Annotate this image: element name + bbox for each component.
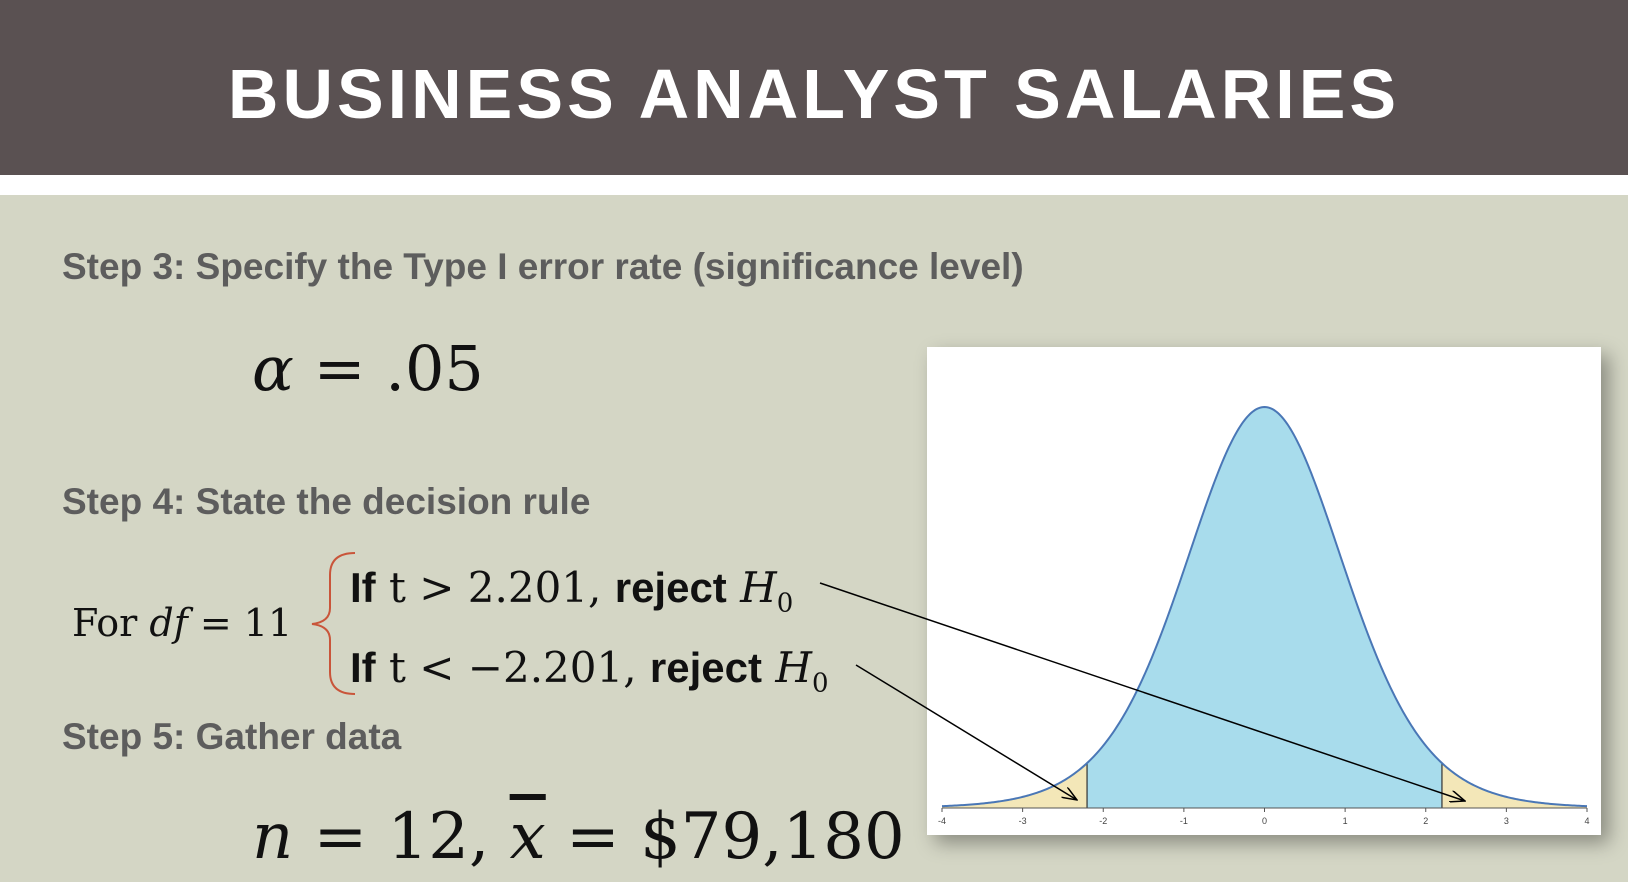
t-distribution-svg: -4 -3 -2 -1 0 1 2 3 4 — [938, 405, 1590, 826]
page-title: BUSINESS ANALYST SALARIES — [227, 54, 1401, 133]
n-variable: n — [252, 800, 294, 874]
decision-brace — [311, 552, 356, 695]
h-sub-lower: 0 — [812, 668, 829, 699]
right-rejection-region — [1441, 763, 1587, 808]
decision-rule-upper: If t > 2.201, reject H0 — [350, 563, 793, 618]
x-tick-label: -4 — [938, 816, 946, 826]
x-tick-label: 1 — [1343, 816, 1348, 826]
h-sub-upper: 0 — [776, 588, 794, 619]
step5-heading: Step 5: Gather data — [62, 716, 402, 757]
x-tick-label: 2 — [1423, 816, 1428, 826]
x-tick-label: -2 — [1099, 816, 1107, 826]
alpha-symbol: α — [252, 332, 294, 405]
x-tick-label: 4 — [1584, 816, 1589, 826]
left-rejection-region — [942, 763, 1088, 808]
alpha-equals: = — [293, 332, 386, 405]
if-word-upper: If — [350, 564, 376, 611]
decision-rule-lower: If t < −2.201, reject H0 — [350, 643, 829, 698]
rule-upper-condition: t > 2.201, — [375, 563, 615, 612]
h-lower: H — [775, 643, 812, 692]
data-summary-equation: n = 12, x = $79,180 — [252, 800, 905, 874]
xbar-value: = $79,180 — [545, 800, 905, 874]
acceptance-region — [1087, 407, 1442, 808]
df-expression: For df = 11 — [72, 601, 292, 645]
h-upper: H — [740, 563, 777, 612]
df-value: = 11 — [187, 601, 293, 645]
x-tick-label: 0 — [1262, 816, 1267, 826]
reject-word-upper: reject — [614, 564, 727, 611]
n-value: = 12, — [293, 800, 510, 874]
x-tick-label: -1 — [1180, 816, 1188, 826]
alpha-equation: α = .05 — [252, 332, 484, 405]
t-distribution-chart: -4 -3 -2 -1 0 1 2 3 4 — [927, 347, 1601, 835]
title-bar: BUSINESS ANALYST SALARIES — [0, 0, 1628, 175]
reject-word-lower: reject — [649, 644, 762, 691]
df-for-label: For — [72, 601, 150, 645]
df-variable: df — [149, 601, 188, 645]
alpha-value: .05 — [385, 332, 484, 405]
x-tick-label: -3 — [1019, 816, 1027, 826]
xbar-variable: x — [509, 800, 546, 874]
title-divider — [0, 175, 1628, 195]
step4-heading: Step 4: State the decision rule — [62, 481, 591, 522]
rule-lower-condition: t < −2.201, — [375, 643, 650, 692]
x-tick-label: 3 — [1504, 816, 1509, 826]
if-word-lower: If — [350, 644, 376, 691]
step3-heading: Step 3: Specify the Type I error rate (s… — [62, 246, 1024, 287]
